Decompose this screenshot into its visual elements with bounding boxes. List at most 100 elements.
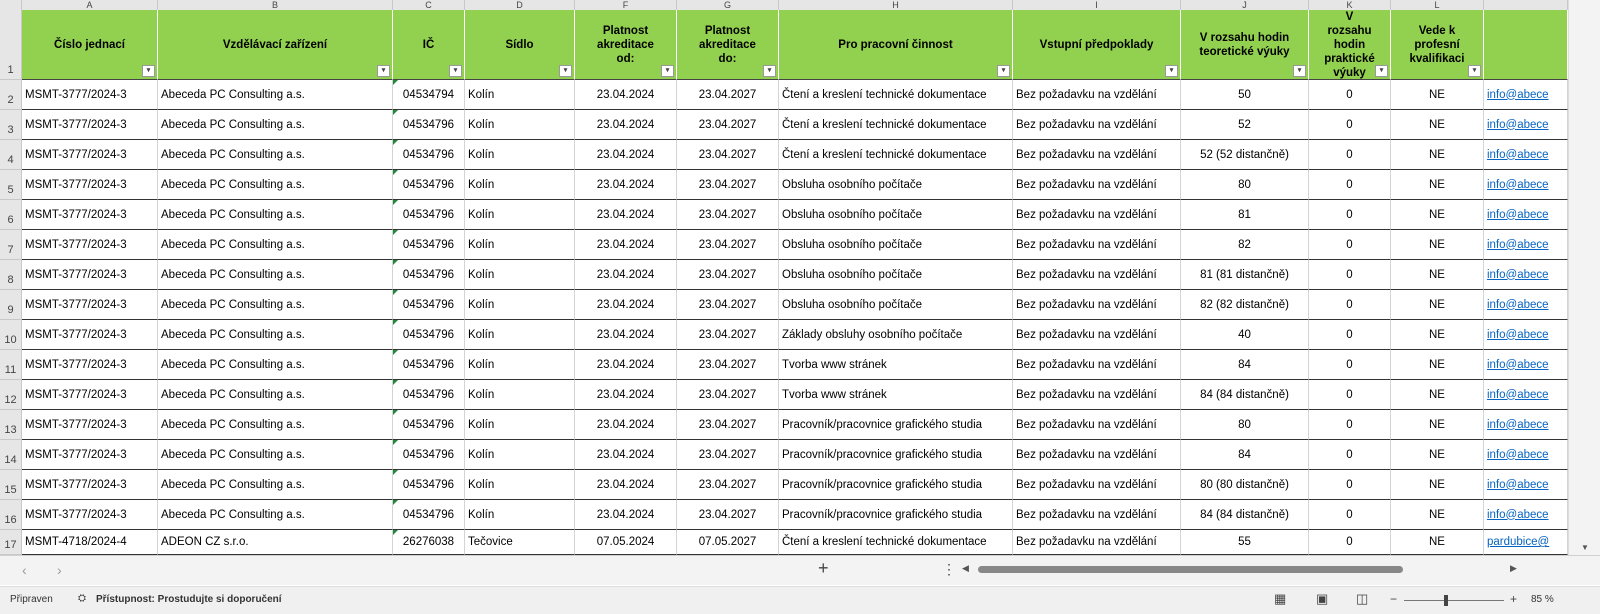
cell: Tvorba www stránek	[779, 380, 1013, 410]
email-link[interactable]: info@abece	[1487, 328, 1549, 341]
cell: Bez požadavku na vzdělání	[1013, 200, 1181, 230]
normal-view[interactable]: ▦	[1274, 591, 1287, 606]
zoom-level: 85 %	[1531, 594, 1554, 605]
cell-text: Kolín	[468, 298, 495, 311]
email-link[interactable]: info@abece	[1487, 118, 1549, 131]
cell: 04534794	[393, 80, 465, 110]
tab-scroll-left[interactable]: ‹	[22, 562, 27, 578]
column-letter: C	[393, 0, 465, 10]
email-cell[interactable]: info@abece	[1484, 290, 1568, 320]
filter-button[interactable]: ▾	[142, 65, 155, 77]
email-link[interactable]: info@abece	[1487, 148, 1549, 161]
email-cell[interactable]: info@abece	[1484, 350, 1568, 380]
cell: NE	[1391, 260, 1484, 290]
cell: 04534796	[393, 140, 465, 170]
email-link[interactable]: pardubice@	[1487, 536, 1550, 548]
filter-button[interactable]: ▾	[661, 65, 674, 77]
email-link[interactable]: info@abece	[1487, 178, 1549, 191]
email-link[interactable]: info@abece	[1487, 268, 1549, 281]
cell: MSMT-3777/2024-3	[22, 320, 158, 350]
email-cell[interactable]: info@abece	[1484, 140, 1568, 170]
cell: Kolín	[465, 230, 575, 260]
cell: Kolín	[465, 500, 575, 530]
zoom-in[interactable]: +	[1510, 592, 1518, 606]
cell: 04534796	[393, 290, 465, 320]
email-link[interactable]: info@abece	[1487, 388, 1549, 401]
tab-scroll-right[interactable]: ›	[57, 562, 62, 578]
cell-text: Bez požadavku na vzdělání	[1016, 508, 1157, 521]
zoom-thumb[interactable]	[1444, 595, 1448, 606]
add-sheet[interactable]: +	[818, 558, 829, 578]
filter-button[interactable]: ▾	[559, 65, 572, 77]
cell-text: 23.04.2027	[698, 238, 757, 251]
email-link[interactable]: info@abece	[1487, 508, 1549, 521]
cell: 23.04.2027	[677, 440, 779, 470]
filter-button[interactable]: ▾	[377, 65, 390, 77]
zoom-out[interactable]: −	[1390, 592, 1398, 606]
email-link[interactable]: info@abece	[1487, 418, 1549, 431]
filter-button[interactable]: ▾	[763, 65, 776, 77]
row-number: 6	[0, 200, 22, 230]
email-cell[interactable]: info@abece	[1484, 500, 1568, 530]
cell-text: 80	[1238, 178, 1251, 191]
cell-text: NE	[1429, 448, 1445, 461]
email-link[interactable]: info@abece	[1487, 238, 1549, 251]
cell: NE	[1391, 440, 1484, 470]
filter-button[interactable]: ▾	[1468, 65, 1481, 77]
filter-button[interactable]: ▾	[1293, 65, 1306, 77]
cell: 0	[1309, 230, 1391, 260]
email-link[interactable]: info@abece	[1487, 478, 1549, 491]
cell: Bez požadavku na vzdělání	[1013, 110, 1181, 140]
filter-button[interactable]: ▾	[997, 65, 1010, 77]
number-as-text-indicator	[393, 80, 398, 85]
email-cell[interactable]: info@abece	[1484, 320, 1568, 350]
page-layout-view[interactable]: ▣	[1316, 591, 1329, 606]
email-cell[interactable]: info@abece	[1484, 440, 1568, 470]
row-number: 4	[0, 140, 22, 170]
cell: 07.05.2027	[677, 530, 779, 555]
cell-text: Kolín	[468, 148, 495, 161]
email-cell[interactable]: info@abece	[1484, 260, 1568, 290]
column-header: Vstupní předpoklady ▾	[1013, 10, 1181, 80]
cell-text: MSMT-3777/2024-3	[25, 358, 127, 371]
cell: Kolín	[465, 170, 575, 200]
email-cell[interactable]: info@abece	[1484, 170, 1568, 200]
email-cell[interactable]: info@abece	[1484, 470, 1568, 500]
more-options[interactable]: ⋮	[942, 561, 956, 577]
email-cell[interactable]: info@abece	[1484, 110, 1568, 140]
filter-button[interactable]: ▾	[1165, 65, 1178, 77]
vertical-scrollbar[interactable]: ▼	[1568, 0, 1600, 555]
cell-text: Kolín	[468, 448, 495, 461]
email-link[interactable]: info@abece	[1487, 208, 1549, 221]
status-accessibility[interactable]: Přístupnost: Prostudujte si doporučení	[96, 594, 282, 605]
email-cell[interactable]: info@abece	[1484, 80, 1568, 110]
row-number: 2	[0, 80, 22, 110]
email-link[interactable]: info@abece	[1487, 88, 1549, 101]
horizontal-scrollbar[interactable]: ◀ ▶	[962, 563, 1517, 573]
filter-button[interactable]: ▾	[1375, 65, 1388, 77]
cell: Obsluha osobního počítače	[779, 230, 1013, 260]
email-link[interactable]: info@abece	[1487, 298, 1549, 311]
cell: Bez požadavku na vzdělání	[1013, 290, 1181, 320]
cell: 23.04.2024	[575, 440, 677, 470]
cell: 04534796	[393, 410, 465, 440]
cell: NE	[1391, 320, 1484, 350]
email-cell[interactable]: info@abece	[1484, 380, 1568, 410]
cell: ADEON CZ s.r.o.	[158, 530, 393, 555]
cell: MSMT-3777/2024-3	[22, 110, 158, 140]
cell-text: 23.04.2024	[596, 88, 655, 101]
email-cell[interactable]: info@abece	[1484, 230, 1568, 260]
email-cell[interactable]: info@abece	[1484, 200, 1568, 230]
cell-text: MSMT-3777/2024-3	[25, 178, 127, 191]
email-cell[interactable]: pardubice@	[1484, 530, 1568, 555]
cell-text: 23.04.2024	[596, 418, 655, 431]
email-link[interactable]: info@abece	[1487, 358, 1549, 371]
cell: 0	[1309, 380, 1391, 410]
filter-button[interactable]: ▾	[449, 65, 462, 77]
email-link[interactable]: info@abece	[1487, 448, 1549, 461]
page-break-view[interactable]: ◫	[1356, 591, 1369, 606]
zoom-slider[interactable]	[1404, 600, 1504, 601]
cell: Čtení a kreslení technické dokumentace	[779, 110, 1013, 140]
email-cell[interactable]: info@abece	[1484, 410, 1568, 440]
cell-text: Abeceda PC Consulting a.s.	[161, 148, 305, 161]
